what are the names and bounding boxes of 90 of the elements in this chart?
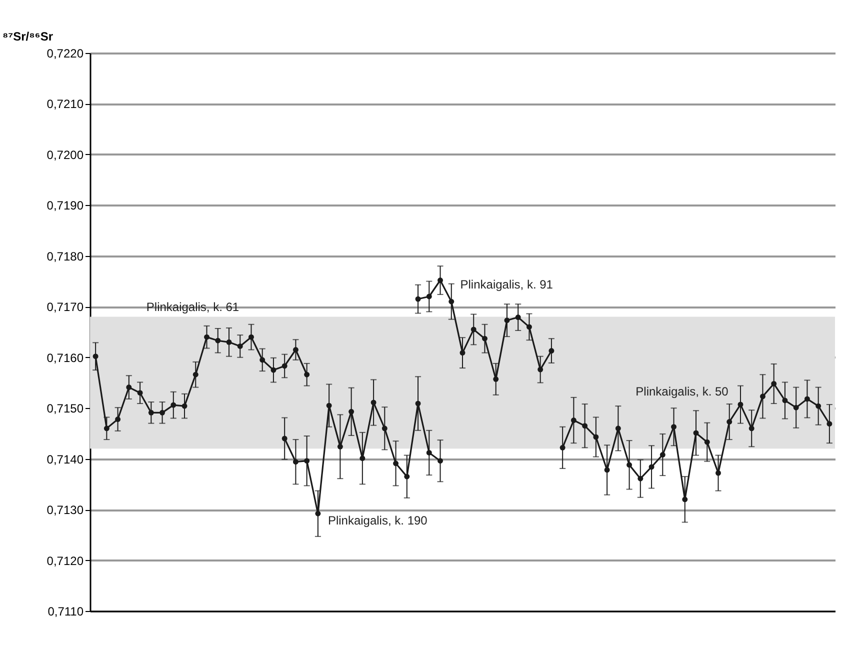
point bbox=[493, 376, 499, 382]
point bbox=[393, 460, 399, 466]
point bbox=[793, 404, 799, 410]
point bbox=[315, 510, 321, 516]
point bbox=[248, 334, 254, 340]
point bbox=[538, 366, 544, 372]
point bbox=[638, 476, 644, 482]
series-label: Plinkaigalis, k. 50 bbox=[636, 384, 729, 399]
point bbox=[648, 464, 654, 470]
point bbox=[760, 394, 766, 400]
point bbox=[282, 363, 288, 369]
point bbox=[237, 343, 243, 349]
point bbox=[593, 434, 599, 440]
y-tick-label: 0,7110 bbox=[48, 604, 84, 618]
point bbox=[548, 348, 554, 354]
point bbox=[671, 424, 677, 430]
point bbox=[148, 410, 154, 416]
point bbox=[771, 381, 777, 386]
point bbox=[448, 298, 454, 304]
point bbox=[292, 459, 298, 465]
point bbox=[804, 396, 810, 402]
y-tick-label: 0,7150 bbox=[46, 402, 84, 416]
point bbox=[582, 423, 588, 429]
series-label: Plinkaigalis, k. 91 bbox=[460, 277, 554, 292]
point bbox=[360, 456, 366, 462]
point bbox=[104, 426, 110, 432]
point bbox=[615, 426, 621, 432]
point bbox=[826, 421, 832, 427]
point bbox=[304, 458, 310, 464]
point bbox=[270, 367, 276, 373]
y-tick-label: 0,7170 bbox=[46, 300, 84, 314]
point bbox=[426, 450, 432, 456]
series-label: Plinkaigalis, k. 61 bbox=[146, 300, 240, 314]
point bbox=[693, 430, 699, 436]
point bbox=[126, 384, 132, 390]
point bbox=[660, 452, 666, 458]
y-tick-label: 0,7200 bbox=[46, 148, 84, 162]
point bbox=[215, 338, 221, 344]
point bbox=[748, 426, 754, 432]
point bbox=[438, 458, 443, 464]
point bbox=[348, 408, 354, 414]
point bbox=[292, 347, 298, 352]
point bbox=[160, 410, 166, 416]
point bbox=[182, 403, 188, 409]
y-tick-label: 0,7180 bbox=[46, 249, 84, 264]
point bbox=[415, 296, 421, 302]
point bbox=[326, 402, 332, 408]
y-tick-label: 0,7220 bbox=[46, 46, 84, 60]
point bbox=[260, 357, 266, 363]
point bbox=[92, 354, 98, 360]
point bbox=[304, 372, 310, 378]
point bbox=[682, 496, 688, 502]
point bbox=[337, 444, 343, 450]
point bbox=[404, 474, 410, 480]
point bbox=[470, 326, 476, 332]
point bbox=[204, 334, 210, 340]
point bbox=[560, 444, 566, 450]
y-tick-label: 0,7130 bbox=[46, 503, 84, 518]
y-tick-label: 0,7160 bbox=[46, 350, 84, 365]
y-axis-title: ⁸⁷Sr/⁸⁶Sr bbox=[2, 30, 54, 44]
point bbox=[370, 400, 376, 406]
point bbox=[738, 402, 744, 408]
point bbox=[626, 462, 632, 468]
point bbox=[192, 372, 198, 378]
point bbox=[504, 318, 510, 324]
point bbox=[726, 419, 732, 425]
point bbox=[438, 278, 443, 283]
y-tick-label: 0,7190 bbox=[46, 198, 84, 213]
point bbox=[570, 418, 576, 423]
point bbox=[282, 436, 288, 442]
point bbox=[137, 390, 143, 396]
point bbox=[460, 350, 466, 356]
point bbox=[515, 314, 521, 320]
point bbox=[415, 400, 421, 406]
point bbox=[426, 294, 432, 300]
y-tick-label: 0,7120 bbox=[46, 554, 84, 568]
point bbox=[382, 426, 388, 432]
point bbox=[115, 416, 121, 422]
y-tick-label: 0,7210 bbox=[46, 97, 84, 112]
y-tick-label: 0,7140 bbox=[46, 452, 84, 466]
point bbox=[704, 439, 710, 445]
point bbox=[604, 467, 610, 473]
point bbox=[526, 324, 532, 330]
point bbox=[170, 402, 176, 408]
point bbox=[226, 339, 232, 345]
point bbox=[782, 398, 788, 404]
point bbox=[482, 336, 488, 342]
point bbox=[716, 470, 721, 476]
series-label: Plinkaigalis, k. 190 bbox=[328, 514, 428, 528]
point bbox=[816, 403, 822, 409]
